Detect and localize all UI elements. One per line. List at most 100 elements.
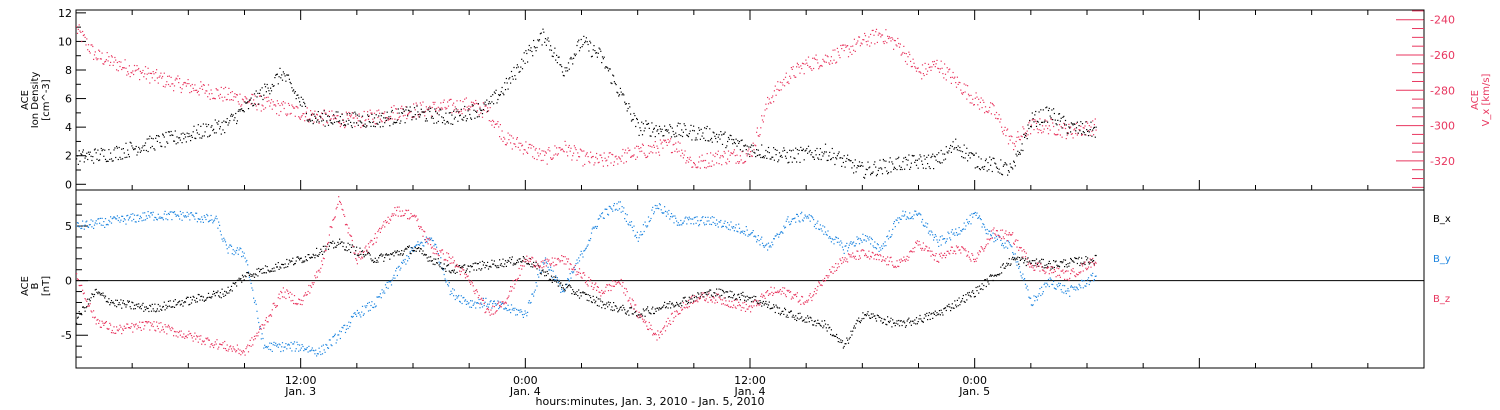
vx-series-point [885, 29, 887, 31]
bx-series-point [867, 311, 869, 313]
bx-series-point [921, 321, 924, 323]
vx-series-point [793, 75, 795, 77]
bx-series-point [542, 269, 544, 271]
vx-series-point [842, 44, 844, 46]
by-series-point [799, 221, 801, 223]
by-series-point [453, 289, 455, 291]
bx-series-point [132, 302, 134, 304]
by-series-point [419, 242, 421, 244]
bx-series-point [281, 263, 284, 266]
vx-series-point [929, 66, 931, 68]
bx-series-point [544, 271, 547, 273]
density-series-point [655, 125, 657, 127]
by-series-point [1058, 284, 1061, 287]
vx-series-point [737, 161, 739, 163]
by-series-point [620, 211, 622, 213]
vx-series-point [841, 44, 844, 46]
by-series-point [640, 231, 642, 233]
density-series-point [197, 124, 199, 126]
vx-series-point [698, 161, 700, 163]
density-series-point [961, 156, 963, 158]
vx-series-point [731, 152, 733, 155]
density-series-point [310, 114, 313, 116]
bx-series-point [1035, 258, 1038, 260]
density-series-point [76, 155, 79, 157]
by-series-point [399, 269, 401, 271]
bx-series-point [293, 263, 296, 265]
density-series-point [570, 56, 572, 59]
vx-series-point [455, 111, 457, 113]
density-series-point [690, 124, 692, 126]
by-series-point [1004, 242, 1006, 244]
density-series-point [743, 145, 745, 147]
bx-series-point [687, 303, 689, 305]
density-series-point [538, 40, 540, 42]
vx-series-point [116, 69, 118, 71]
bx-series-point [486, 265, 488, 267]
by-series-point [607, 213, 609, 215]
by-series-point [583, 250, 585, 252]
by-series-point [211, 219, 213, 221]
vx-series-point [721, 164, 723, 166]
bx-series-point [128, 300, 130, 302]
density-series-point [554, 47, 556, 49]
bx-series-point [118, 302, 120, 304]
by-series-point [492, 303, 494, 305]
vx-series-point [501, 130, 503, 132]
vx-series-point [505, 144, 507, 146]
density-series-point [988, 169, 990, 171]
vx-series-point [850, 45, 852, 48]
by-series-point [847, 247, 850, 249]
by-series-point [693, 223, 695, 225]
density-series-point [986, 170, 988, 172]
bx-series-point [557, 285, 559, 287]
density-series-point [580, 38, 582, 41]
bx-series-point [545, 274, 547, 277]
density-series-point [492, 94, 494, 96]
by-series-point [158, 217, 160, 219]
bx-series-point [1007, 264, 1009, 266]
density-series-point [618, 95, 620, 97]
bx-series-point [721, 294, 723, 296]
bx-series-point [1000, 266, 1002, 268]
bx-series-point [750, 301, 753, 303]
bx-series-point [460, 267, 462, 269]
density-series-point [772, 156, 774, 158]
vx-series-point [968, 95, 970, 97]
by-series-point [264, 344, 266, 346]
bx-series-point [1076, 262, 1078, 265]
bx-series-point [997, 273, 999, 276]
density-series-point [1023, 133, 1025, 135]
vx-series-point [925, 68, 927, 70]
vx-series-point [907, 56, 909, 58]
bx-series-point [962, 294, 964, 297]
bx-series-point [81, 314, 83, 316]
vx-series-point [1064, 127, 1067, 130]
vx-series-point [586, 152, 588, 154]
bx-series-point [774, 311, 776, 314]
vx-series-point [717, 150, 719, 152]
bx-series-point [193, 296, 195, 298]
bx-series-point [739, 299, 741, 301]
by-series-point [94, 222, 96, 224]
vx-series-point [167, 83, 170, 86]
by-series-point [659, 204, 661, 206]
by-series-point [1070, 285, 1072, 287]
vx-series-point [109, 64, 111, 66]
bx-series-point [571, 293, 573, 295]
by-series-point [182, 212, 184, 214]
bx-series-point [217, 290, 219, 292]
density-series-point [918, 158, 920, 160]
density-series-point [835, 157, 837, 159]
density-series-point [161, 145, 163, 148]
vx-series-point [576, 159, 578, 161]
by-series-point [732, 227, 734, 229]
bx-series-point [1013, 257, 1015, 259]
density-series-point [483, 103, 485, 105]
by-series-point [705, 223, 707, 225]
by-series-point [897, 217, 899, 219]
top-left-tick-label: 0 [65, 178, 72, 191]
bz-series-point [95, 323, 97, 325]
density-series-point [264, 86, 267, 88]
bx-series-point [499, 264, 501, 266]
